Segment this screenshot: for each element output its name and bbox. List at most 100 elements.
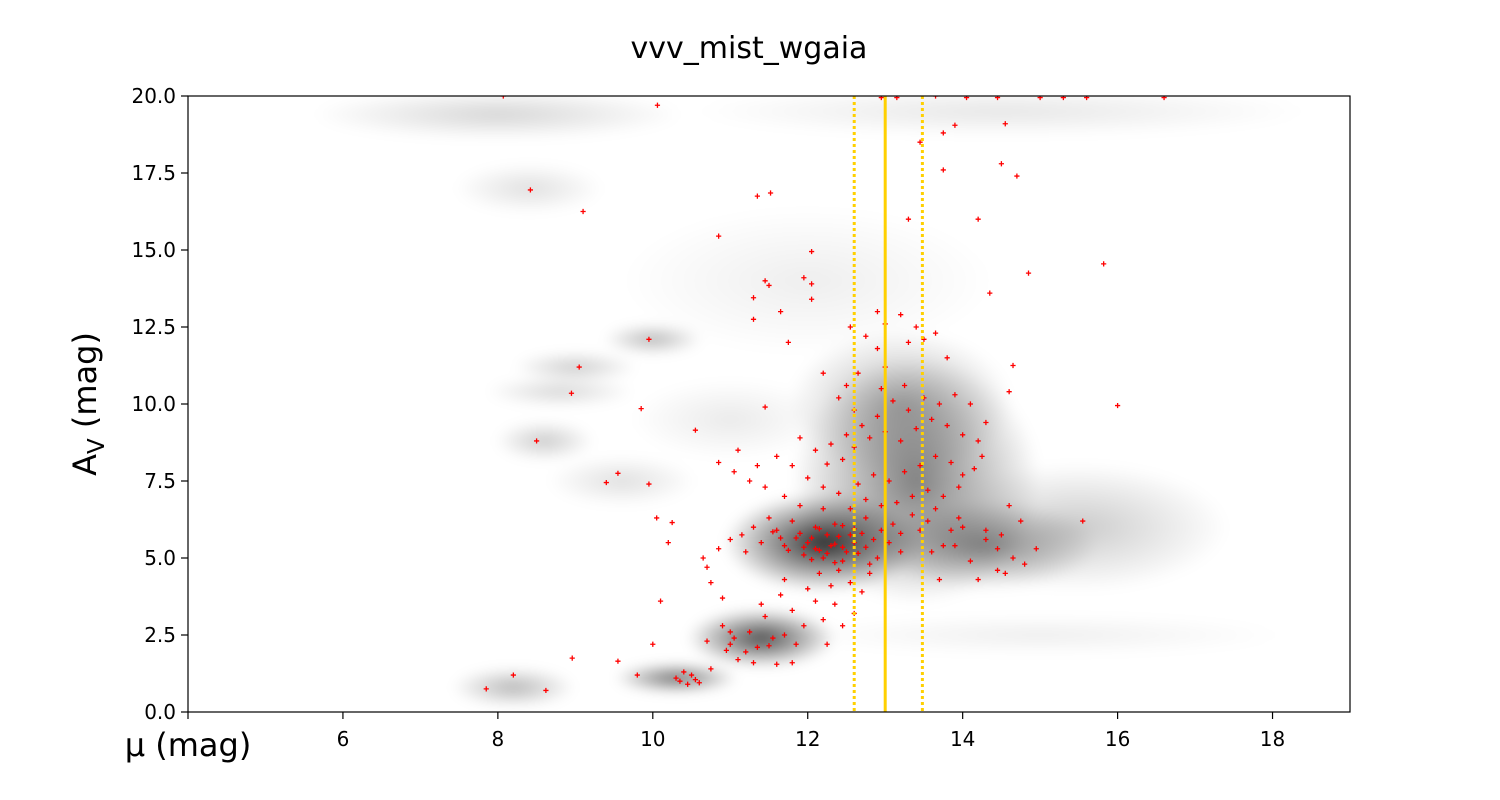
data-point <box>940 130 946 136</box>
data-point <box>956 515 962 521</box>
data-point <box>770 635 776 641</box>
data-point <box>716 233 722 239</box>
data-point <box>1002 570 1008 576</box>
data-point <box>638 406 644 412</box>
density-blob <box>547 456 697 506</box>
y-axis-label: AV (mag) <box>66 332 110 476</box>
data-point <box>754 193 760 199</box>
data-point <box>859 589 865 595</box>
data-point <box>828 583 834 589</box>
data-point <box>576 364 582 370</box>
data-point <box>820 506 826 512</box>
x-axis-ticks: 6 8 10 12 14 16 18 <box>187 712 1285 751</box>
data-point <box>975 576 981 583</box>
data-point <box>1161 96 1167 101</box>
data-point <box>778 309 784 315</box>
data-point <box>867 435 873 441</box>
data-point <box>785 547 791 553</box>
data-point <box>809 281 815 287</box>
data-point <box>1025 270 1032 276</box>
data-point <box>739 532 745 538</box>
data-point <box>843 432 850 438</box>
data-point <box>1115 402 1121 409</box>
data-point <box>805 586 811 592</box>
data-point <box>905 407 912 413</box>
data-point <box>510 672 516 678</box>
data-point <box>909 493 915 499</box>
data-point <box>952 392 958 398</box>
y-tick-label: 2.5 <box>144 623 176 647</box>
data-point <box>932 330 939 336</box>
data-point <box>692 427 699 433</box>
data-point <box>1018 518 1024 524</box>
density-blob <box>485 376 635 407</box>
data-point <box>836 395 842 401</box>
data-point <box>828 441 834 447</box>
data-point <box>925 487 931 493</box>
data-point <box>901 382 908 389</box>
data-point <box>793 535 799 541</box>
density-blob <box>686 608 836 668</box>
data-point <box>878 503 884 509</box>
data-point <box>750 316 757 322</box>
data-point <box>820 484 826 490</box>
data-point <box>855 550 861 556</box>
density-blob <box>789 330 1013 478</box>
data-point <box>727 641 733 647</box>
data-point <box>839 558 846 564</box>
data-point <box>569 655 575 661</box>
data-point <box>766 282 772 289</box>
scatter-points <box>483 96 1167 694</box>
data-point <box>940 493 946 499</box>
data-point <box>863 333 869 339</box>
y-tick-label: 17.5 <box>131 161 176 185</box>
data-point <box>754 463 760 469</box>
data-point <box>727 536 733 543</box>
data-point <box>789 607 795 613</box>
data-point <box>801 544 807 550</box>
data-point <box>483 686 489 692</box>
chart-title: vvv_mist_wgaia <box>631 31 868 66</box>
density-blob <box>513 352 638 382</box>
data-point <box>568 390 575 396</box>
data-point <box>936 576 943 583</box>
data-point <box>781 543 788 549</box>
data-point <box>878 527 884 533</box>
data-point <box>696 680 702 686</box>
data-point <box>770 529 776 535</box>
data-point <box>944 355 950 361</box>
data-point <box>778 592 784 598</box>
data-point <box>1014 173 1020 179</box>
data-point <box>762 484 768 490</box>
data-point <box>994 567 1001 573</box>
density-blob <box>312 96 684 140</box>
data-point <box>731 635 737 641</box>
data-point <box>758 601 764 607</box>
data-point <box>793 641 799 647</box>
data-point <box>758 540 764 546</box>
data-point <box>688 672 695 678</box>
data-point <box>874 345 881 352</box>
x-tick-label: 12 <box>795 727 820 751</box>
x-tick-label: 16 <box>1105 727 1130 751</box>
data-point <box>913 324 919 330</box>
data-point <box>940 543 946 549</box>
data-point <box>870 536 877 543</box>
density-blob <box>930 463 1228 592</box>
data-point <box>828 543 834 549</box>
data-point <box>843 382 850 389</box>
data-point <box>747 629 753 635</box>
data-point <box>960 524 966 530</box>
data-point <box>983 536 989 543</box>
data-point <box>859 530 865 536</box>
data-point <box>812 447 819 453</box>
data-point <box>874 309 881 315</box>
data-point <box>1022 561 1028 567</box>
data-point <box>801 623 807 629</box>
data-point <box>917 139 923 145</box>
data-point <box>1002 121 1008 127</box>
data-point <box>832 601 838 607</box>
data-point <box>886 540 892 546</box>
data-point <box>762 278 768 284</box>
data-point <box>1006 389 1012 395</box>
